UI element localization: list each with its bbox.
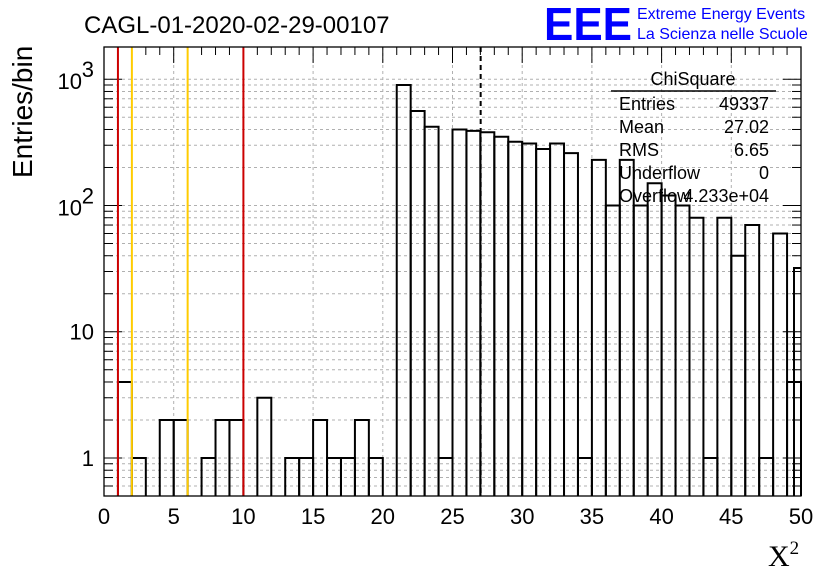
stats-row-value: 6.65	[734, 140, 769, 160]
histogram-bin	[744, 224, 761, 496]
y-axis-label: Entries/bin	[7, 46, 38, 178]
cut-lines	[116, 47, 482, 496]
stats-row-label: Underflow	[619, 163, 701, 183]
x-axis-label-base: X	[768, 540, 790, 572]
x-tick-label: 40	[649, 504, 673, 529]
y-tick-label: 1	[82, 446, 94, 471]
x-tick-label: 15	[301, 504, 325, 529]
logo-line-2: La Scienza nelle Scuole	[637, 26, 808, 43]
logo-line-1: Extreme Energy Events	[637, 6, 805, 23]
stats-row-label: Mean	[619, 117, 664, 137]
x-axis-label-exponent: 2	[790, 538, 800, 559]
stats-row-label: Entries	[619, 94, 675, 114]
y-tick-label-exponent: 2	[82, 183, 94, 208]
x-tick-label: 10	[231, 504, 255, 529]
x-tick-label: 50	[789, 504, 813, 529]
stats-row-value: 4.233e+04	[683, 186, 769, 206]
stats-row-value: 0	[759, 163, 769, 183]
stats-row-value: 27.02	[724, 117, 769, 137]
chart-title: CAGL-01-2020-02-29-00107	[84, 12, 390, 39]
stats-row-value: 49337	[719, 94, 769, 114]
histogram-bin	[688, 216, 705, 496]
x-tick-label: 35	[580, 504, 604, 529]
logo-eee-text: EEE	[544, 0, 632, 50]
histogram-bin	[256, 396, 273, 496]
stats-row-label: RMS	[619, 140, 659, 160]
histogram-bin	[423, 125, 440, 496]
x-tick-label: 5	[168, 504, 180, 529]
histogram-bin	[772, 232, 789, 496]
stats-box: ChiSquare Entries 49337 Mean 27.02 RMS 6.65 Un…	[611, 69, 776, 206]
stats-row-label: Overflow	[619, 186, 691, 206]
histogram-bin	[367, 456, 384, 496]
histogram-bin	[563, 152, 579, 496]
x-tick-label: 45	[719, 504, 743, 529]
eee-logo: EEE Extreme Energy Events La Scienza nel…	[544, 0, 808, 50]
plot-frame	[103, 46, 802, 497]
x-tick-label: 25	[440, 504, 464, 529]
stats-rows: Entries 49337 Mean 27.02 RMS 6.65 Underflow 0 Ov…	[619, 94, 769, 206]
x-tick-label: 0	[98, 504, 110, 529]
stats-box-title: ChiSquare	[650, 69, 735, 89]
y-tick-label: 10	[58, 195, 82, 220]
histogram-edge-bin	[793, 266, 801, 496]
x-tick-labels: 0 5 10 15 20 25 30 35 40 45 50	[98, 504, 813, 529]
x-axis-label: X2	[768, 538, 799, 572]
y-tick-label: 10	[70, 320, 94, 345]
y-tick-label-exponent: 3	[82, 57, 94, 82]
y-tick-label: 10	[58, 69, 82, 94]
x-tick-label: 20	[371, 504, 395, 529]
x-tick-label: 30	[510, 504, 534, 529]
